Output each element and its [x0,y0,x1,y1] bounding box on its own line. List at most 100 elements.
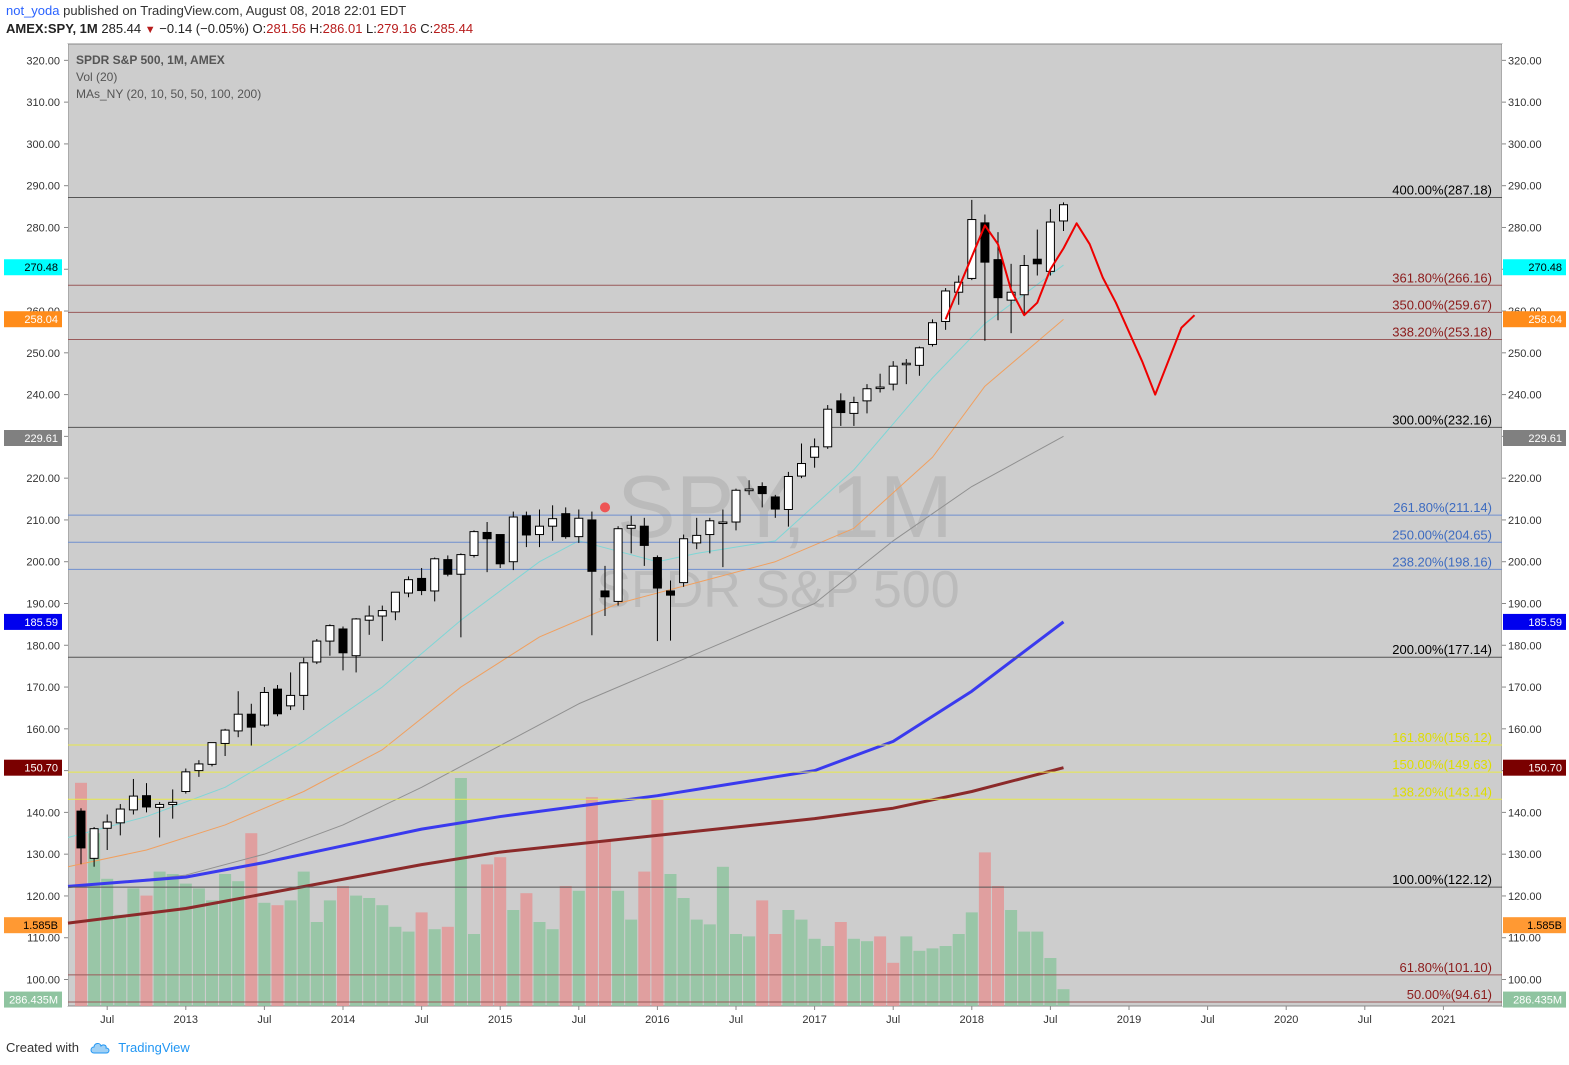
candle-up [508,516,518,563]
candle-up [377,610,387,617]
x-tick-label: 2014 [331,1014,355,1026]
price-badge-right [1503,613,1566,630]
open-label: O: [252,21,267,36]
x-tick-label: 2021 [1431,1014,1455,1026]
price-badge-label-right: 286.435M [1513,995,1562,1007]
price-badge-right [1503,311,1566,328]
x-tick-label: Jul [886,1014,900,1026]
volume-layer [75,778,1070,1006]
candle-up [613,528,623,602]
volume-bar [166,874,179,1006]
level-label: 50.00%(94.61) [1407,987,1492,1002]
candle-up [810,446,820,458]
projection-layer [600,222,1196,513]
volume-bar [114,914,127,1006]
volume-bar [127,888,140,1006]
candle-up [115,808,125,824]
price-badges: 270.48 270.48 258.04 258.04 229.61 229.61 185.… [4,259,1566,1008]
candle-down [521,515,531,536]
x-axis[interactable]: Jul 2013 Jul 2014 Jul 2015 Jul 2016 Jul 2017 Jul 20… [100,1006,1456,1026]
y-tick-label-right: 100.00 [1508,975,1542,987]
projection-path [944,222,1196,396]
fib-levels-layer: 400.00%(287.18) 361.80%(266.16) 350.00%(25… [68,182,1502,1003]
volume-bar [651,799,664,1006]
candle-up [705,520,715,536]
candle-up [548,518,558,527]
candle-up [783,475,793,510]
volume-bar [363,898,376,1006]
volume-bar [769,934,782,1006]
volume-bar [965,912,978,1006]
volume-bar [310,922,323,1006]
header-bar: not_yoda published on TradingView.com, A… [0,0,1569,42]
x-tick-label: Jul [257,1014,271,1026]
candle-up [286,694,296,707]
price-badge-label-left: 1.585B [23,920,58,932]
candle-down [417,577,427,592]
volume-bar [179,883,192,1006]
volume-bar [454,778,467,1006]
volume-bar [219,874,232,1006]
candle-up [128,795,138,811]
candle-down [836,400,846,414]
volume-bar [546,929,559,1006]
x-tick-label: Jul [1201,1014,1215,1026]
y-tick-label-left: 310.00 [26,97,60,109]
price-badge-left [4,429,62,446]
volume-bar [874,936,887,1006]
x-tick-label: 2017 [802,1014,826,1026]
publish-line: not_yoda published on TradingView.com, A… [6,3,406,18]
candle-down [246,713,256,728]
volume-bar [599,840,611,1006]
price-badge-label-left: 286.435M [9,995,58,1007]
candle-up [404,579,413,594]
volume-bar [376,905,389,1006]
moving-average-layer [67,264,1065,925]
volume-bar [441,926,454,1006]
volume-bar [1018,931,1031,1006]
volume-bar [926,948,939,1006]
level-label: 161.80%(156.12) [1392,730,1492,745]
candle-up [194,763,204,772]
price-chart[interactable]: SPY, 1M SPDR S&P 500 400.00%(287.18)361.… [0,42,1569,1032]
candle-up [207,742,217,765]
candle-down [561,513,571,538]
x-tick-label: Jul [729,1014,743,1026]
volume-bar [952,934,965,1006]
moving-average-ma200_brown [67,766,1064,925]
candle-up [888,365,898,385]
volume-bar [1044,958,1057,1006]
symbol-label: AMEX:SPY, 1M [6,21,98,36]
level-label: 261.80%(211.14) [1393,500,1492,515]
tradingview-link[interactable]: TradingView [118,1040,190,1055]
y-tick-label-left: 170.00 [26,682,60,694]
author-link[interactable]: not_yoda [6,3,60,18]
volume-bar [245,833,258,1006]
candle-up [181,771,191,793]
price-badge-right [1503,991,1566,1008]
volume-bar [585,797,598,1006]
signal-marker [600,502,610,513]
candle-down [273,688,282,715]
candle-down [495,534,505,565]
y-tick-label-left: 240.00 [26,390,60,402]
price-badge-right [1503,917,1566,934]
volume-bar [821,946,834,1006]
x-tick-label: 2020 [1274,1014,1298,1026]
candle-down [652,557,662,589]
plot-background [67,43,1503,1007]
volume-bar [402,931,415,1006]
x-tick-label: 2016 [645,1014,669,1026]
candle-up [312,640,322,663]
x-tick-label: 2015 [488,1014,512,1026]
volume-bar [389,926,402,1006]
volume-bar [834,922,847,1006]
volume-bar [887,962,900,1006]
volume-bar [101,878,114,1006]
legend: SPDR S&P 500, 1M, AMEX Vol (20) MAs_NY (… [76,53,261,101]
candle-up [430,558,440,592]
candle-up [849,402,859,414]
moving-average-ma50 [67,319,1064,868]
candle-up [914,347,924,366]
level-label: 250.00%(204.65) [1392,527,1492,542]
